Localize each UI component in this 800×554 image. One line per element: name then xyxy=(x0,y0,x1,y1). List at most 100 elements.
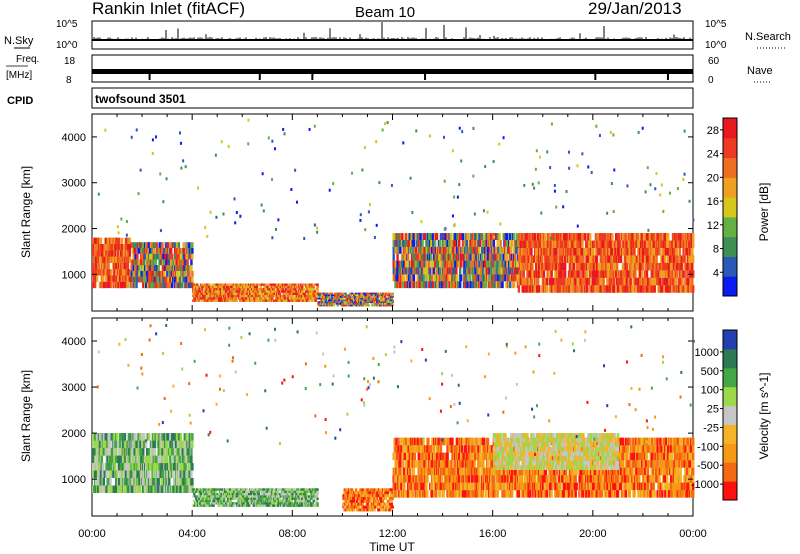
heatmap-cell xyxy=(352,296,355,298)
heatmap-cell xyxy=(453,267,456,275)
heatmap-cell xyxy=(387,304,391,307)
heatmap-cell xyxy=(427,239,430,247)
heatmap-cell xyxy=(539,155,542,159)
heatmap-cell xyxy=(489,260,493,268)
heatmap-cell xyxy=(457,260,461,268)
heatmap-cell xyxy=(186,478,189,486)
heatmap-cell xyxy=(351,292,354,295)
heatmap-cell xyxy=(274,147,277,151)
heatmap-cell xyxy=(134,248,137,254)
heatmap-cell xyxy=(367,210,370,214)
heatmap-cell xyxy=(626,270,629,278)
heatmap-cell xyxy=(367,304,370,307)
heatmap-cell xyxy=(396,253,399,261)
heatmap-cell xyxy=(274,299,277,302)
heatmap-cell xyxy=(520,248,523,256)
heatmap-cell xyxy=(92,275,96,282)
heatmap-cell xyxy=(396,233,399,240)
heatmap-cell xyxy=(182,159,185,163)
heatmap-cell xyxy=(449,260,452,268)
heatmap-cell xyxy=(258,294,262,298)
heatmap-cell xyxy=(345,301,348,303)
heatmap-cell xyxy=(344,297,347,300)
freq-tick-top: 18 xyxy=(64,56,76,67)
colorbar-tick-label: 24 xyxy=(707,149,719,161)
heatmap-cell xyxy=(118,440,122,449)
heatmap-cell xyxy=(166,455,169,464)
heatmap-cell xyxy=(540,262,544,271)
heatmap-cell xyxy=(242,299,245,302)
heatmap-cell xyxy=(192,283,195,286)
heatmap-cell xyxy=(595,240,599,249)
heatmap-cell xyxy=(543,233,547,241)
heatmap-cell xyxy=(142,455,145,464)
heatmap-cell xyxy=(205,292,209,295)
heatmap-cell xyxy=(116,470,119,479)
heatmap-cell xyxy=(542,270,546,278)
heatmap-cell xyxy=(213,285,216,289)
heatmap-cell xyxy=(438,239,442,247)
heatmap-cell xyxy=(447,274,450,282)
heatmap-cell xyxy=(621,270,625,278)
heatmap-cell xyxy=(517,255,521,263)
heatmap-cell xyxy=(366,294,369,297)
heatmap-cell xyxy=(168,259,171,266)
heatmap-cell xyxy=(574,240,577,249)
heatmap-cell xyxy=(131,276,134,283)
heatmap-cell xyxy=(421,253,424,261)
heatmap-cell xyxy=(680,262,683,271)
heatmap-cell xyxy=(310,294,314,298)
heatmap-cell xyxy=(191,253,194,260)
heatmap-cell xyxy=(134,242,137,249)
heatmap-cell xyxy=(207,297,210,300)
heatmap-cell xyxy=(425,260,428,268)
velocity-heatmap-cells xyxy=(92,324,695,512)
heatmap-cell xyxy=(145,463,149,471)
heatmap-cell xyxy=(143,259,146,266)
heatmap-cell xyxy=(583,262,586,271)
heatmap-cell xyxy=(492,239,496,247)
heatmap-cell xyxy=(287,285,290,289)
heatmap-cell xyxy=(246,292,249,295)
heatmap-cell xyxy=(640,270,644,278)
heatmap-cell xyxy=(117,231,120,235)
heatmap-cell xyxy=(273,288,276,291)
heatmap-cell xyxy=(692,255,695,263)
heatmap-cell xyxy=(646,262,650,271)
power-x-ticks xyxy=(91,114,694,311)
heatmap-cell xyxy=(405,260,408,268)
heatmap-cell xyxy=(266,283,269,286)
heatmap-cell xyxy=(156,470,159,479)
heatmap-cell xyxy=(481,260,484,268)
heatmap-cell xyxy=(138,455,141,464)
heatmap-cell xyxy=(660,285,663,293)
heatmap-cell xyxy=(148,485,152,493)
heatmap-cell xyxy=(118,448,121,456)
heatmap-cell xyxy=(548,270,551,278)
heatmap-cell xyxy=(457,239,461,247)
heatmap-cell xyxy=(519,240,523,249)
nsky-trace xyxy=(91,22,693,41)
heatmap-cell xyxy=(567,270,571,278)
heatmap-cell xyxy=(540,211,543,215)
heatmap-cell xyxy=(119,256,123,263)
heatmap-cell xyxy=(515,233,519,240)
heatmap-cell xyxy=(227,144,230,148)
heatmap-cell xyxy=(189,282,192,289)
heatmap-cell xyxy=(682,285,685,293)
heatmap-cell xyxy=(332,302,336,305)
heatmap-cell xyxy=(368,202,371,206)
heatmap-cell xyxy=(537,240,541,249)
heatmap-cell xyxy=(95,433,99,441)
heatmap-cell xyxy=(131,248,134,254)
heatmap-cell xyxy=(165,259,168,266)
heatmap-cell xyxy=(313,223,316,227)
colorbar-segment xyxy=(723,276,737,297)
heatmap-cell xyxy=(591,248,595,256)
heatmap-cell xyxy=(115,448,118,456)
heatmap-cell xyxy=(222,290,226,293)
heatmap-cell xyxy=(633,255,636,263)
heatmap-cell xyxy=(506,253,509,261)
heatmap-cell xyxy=(128,455,131,464)
